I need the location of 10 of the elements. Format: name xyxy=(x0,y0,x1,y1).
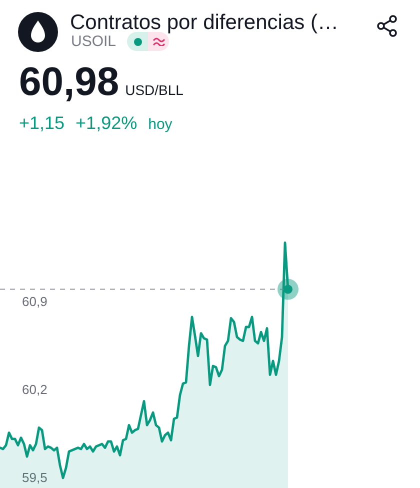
y-tick-label: 60,9 xyxy=(22,294,48,309)
y-tick-label: 59,5 xyxy=(22,470,48,485)
annotation: +1,92% xyxy=(76,113,138,133)
y-tick-label: 60,2 xyxy=(22,382,48,397)
text: Contratos por diferencias (… xyxy=(70,11,338,34)
annotation: 60,98 xyxy=(19,60,120,104)
annotation: USD/BLL xyxy=(125,82,184,98)
text: USOIL xyxy=(71,33,116,50)
annotation: hoy xyxy=(148,116,172,134)
annotation: +1,15 xyxy=(19,113,65,133)
